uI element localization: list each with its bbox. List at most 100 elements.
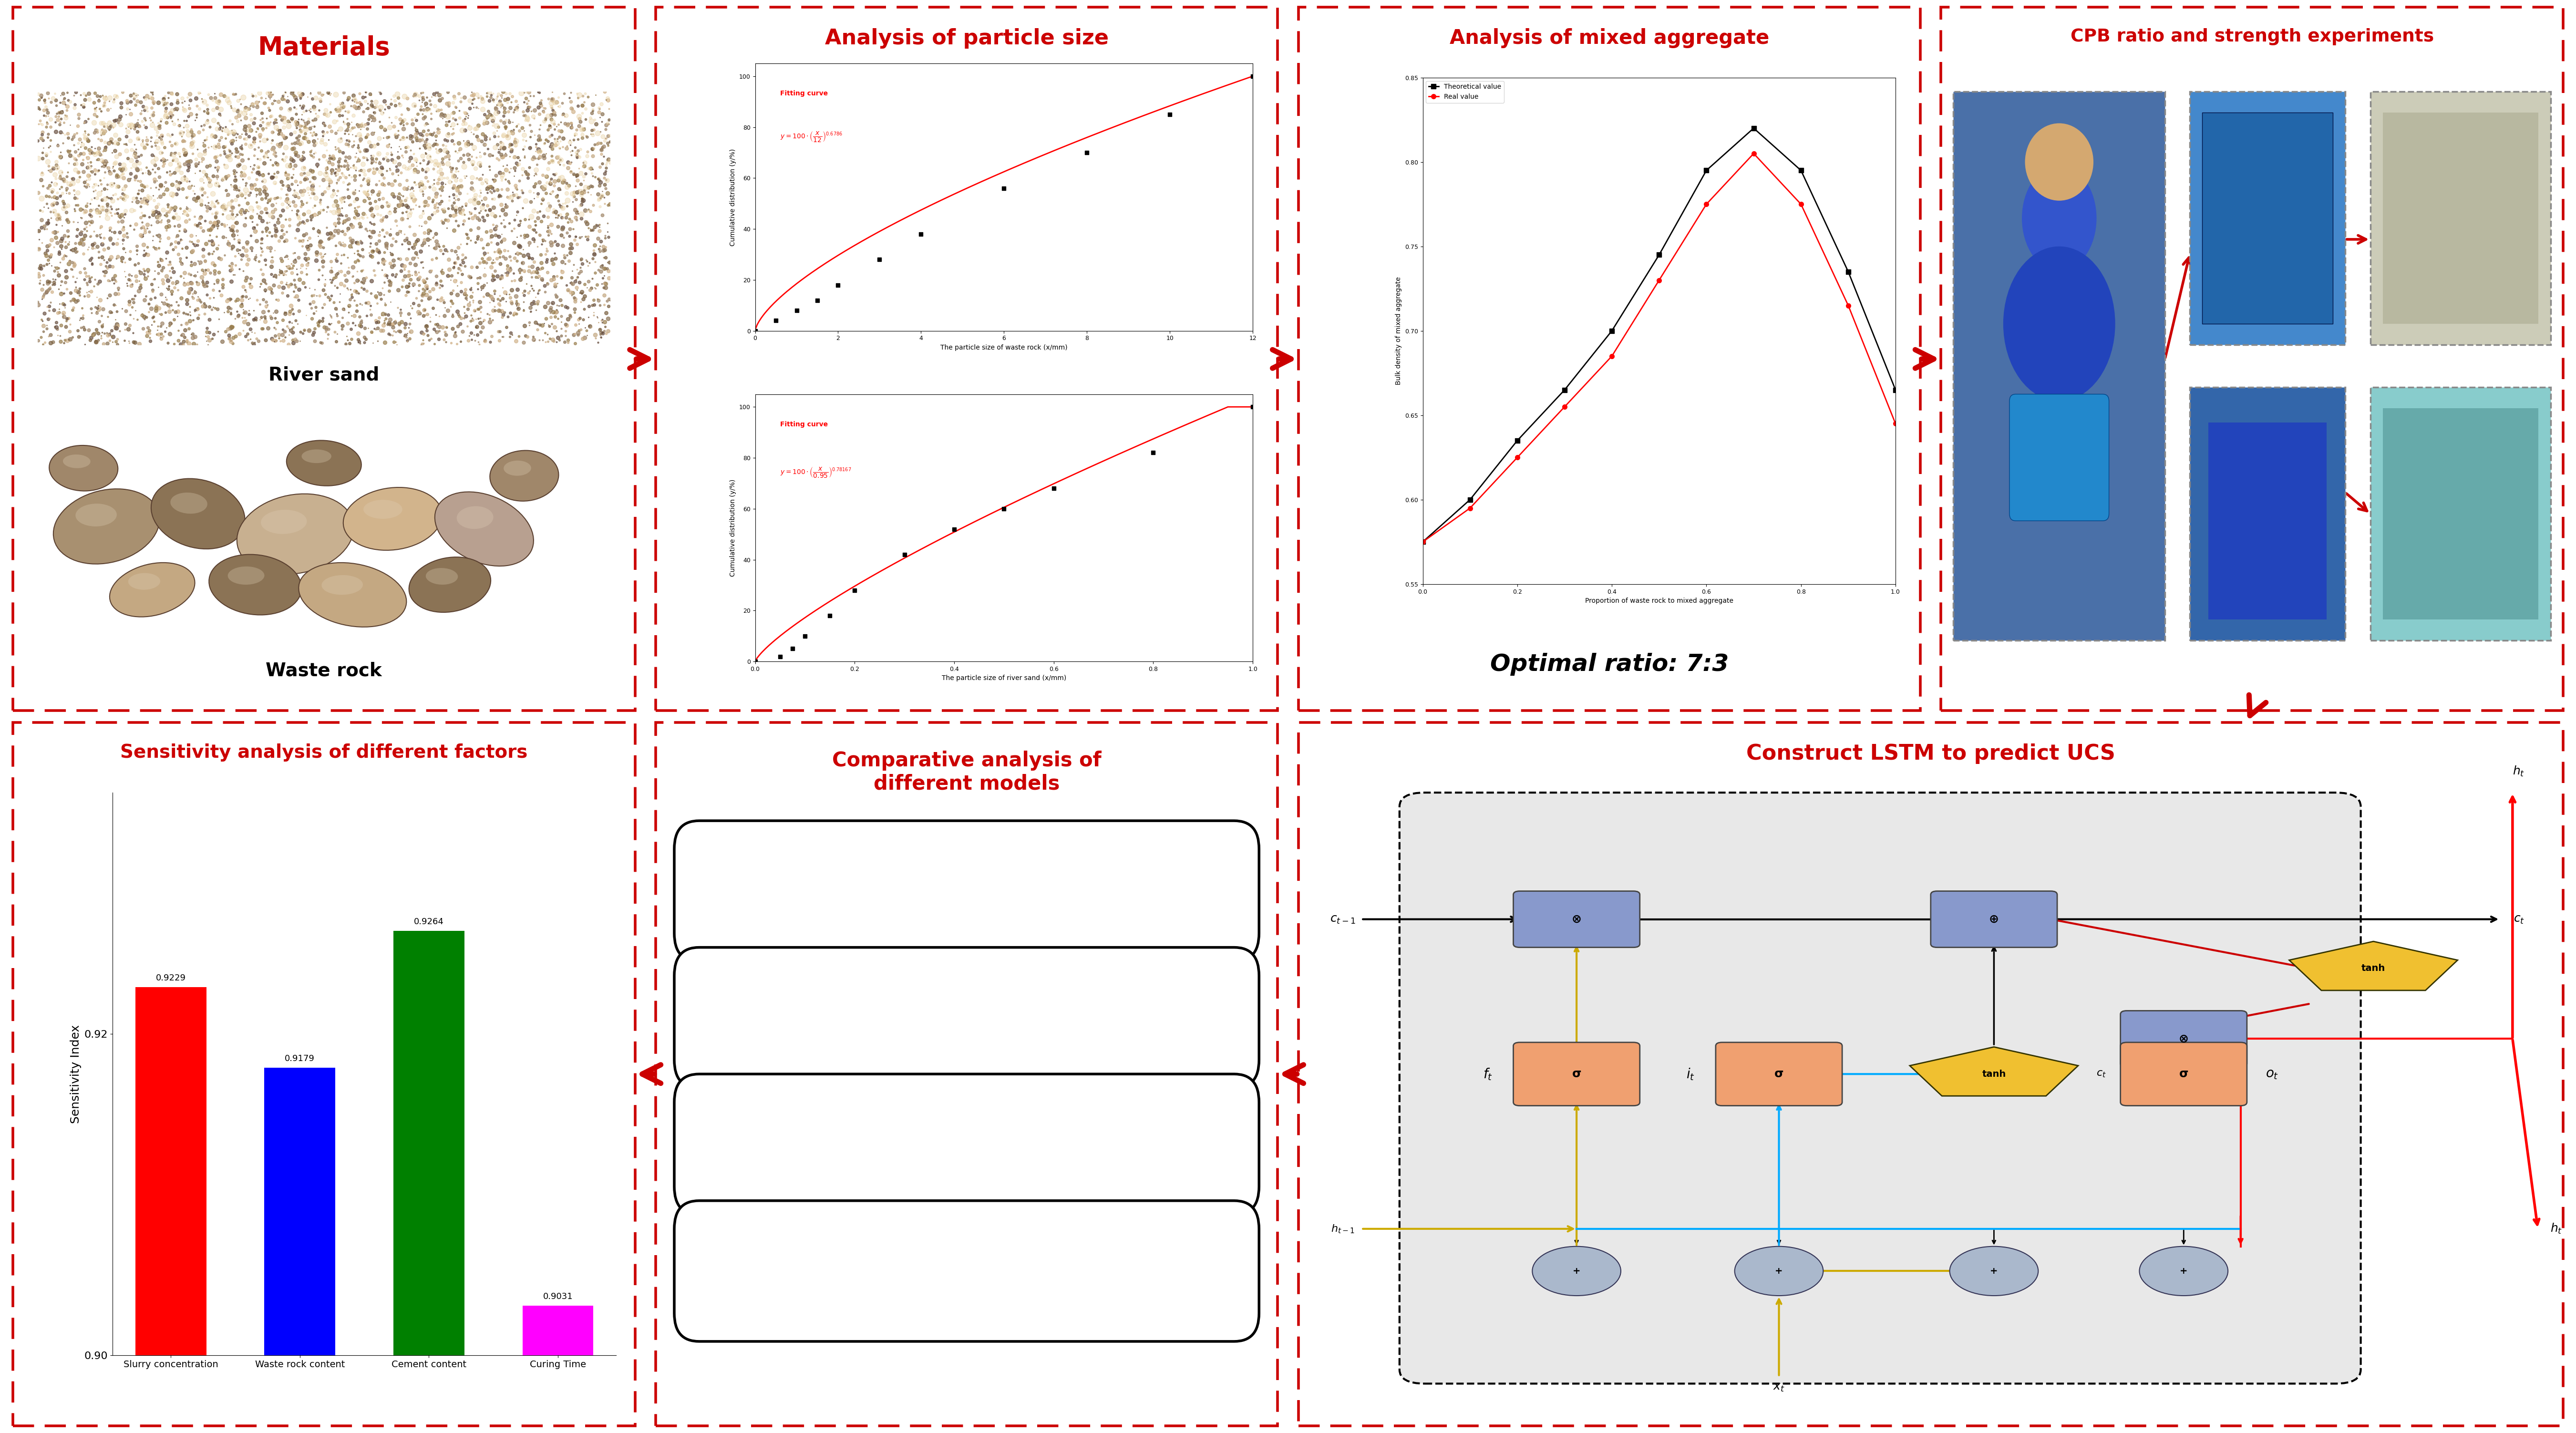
Real value [1690, 195, 1721, 212]
Real value [1502, 449, 1533, 466]
Text: ⊕: ⊕ [1989, 913, 1999, 924]
X-axis label: The particle size of waste rock (x/mm): The particle size of waste rock (x/mm) [940, 344, 1066, 351]
Text: +: + [2179, 1267, 2187, 1275]
Ellipse shape [62, 454, 90, 469]
Ellipse shape [49, 446, 118, 492]
FancyBboxPatch shape [2120, 1010, 2246, 1068]
Text: River sand: River sand [268, 365, 379, 384]
X-axis label: The particle size of river sand (x/mm): The particle size of river sand (x/mm) [943, 675, 1066, 682]
Theoretical value [1832, 264, 1862, 281]
Ellipse shape [75, 503, 116, 526]
Bar [265, 1068, 335, 1433]
Ellipse shape [111, 563, 196, 616]
FancyBboxPatch shape [1953, 92, 2164, 641]
Text: 0.9031: 0.9031 [544, 1293, 572, 1301]
Text: $h_{t-1}$: $h_{t-1}$ [1332, 1224, 1355, 1234]
Real value [1548, 398, 1579, 416]
Ellipse shape [343, 487, 443, 550]
Text: 0.9179: 0.9179 [286, 1055, 314, 1063]
Theoretical value [1690, 162, 1721, 179]
Ellipse shape [170, 493, 206, 513]
FancyBboxPatch shape [2202, 113, 2334, 324]
Text: Construct LSTM to predict UCS: Construct LSTM to predict UCS [1747, 744, 2115, 764]
Text: $c_{t-1}$: $c_{t-1}$ [1329, 913, 1355, 924]
FancyBboxPatch shape [2370, 92, 2550, 345]
Text: BP-ANN: BP-ANN [917, 1007, 1015, 1029]
Text: $c_t$: $c_t$ [2097, 1069, 2107, 1079]
Text: +: + [1571, 1267, 1582, 1275]
Ellipse shape [322, 575, 363, 595]
FancyBboxPatch shape [2120, 1042, 2246, 1106]
Text: $y=100\cdot\left(\dfrac{x}{0.95}\right)^{0.78167}$: $y=100\cdot\left(\dfrac{x}{0.95}\right)^… [781, 466, 850, 479]
Text: +: + [1991, 1267, 1999, 1275]
Text: Materials: Materials [258, 36, 389, 60]
Real value [1785, 195, 1816, 212]
Text: $h_t$: $h_t$ [2550, 1222, 2563, 1235]
Ellipse shape [54, 489, 160, 565]
Text: σ: σ [2179, 1069, 2190, 1079]
Bar [137, 987, 206, 1433]
Text: tanh: tanh [1981, 1069, 2007, 1079]
Ellipse shape [209, 555, 301, 615]
FancyBboxPatch shape [1512, 891, 1641, 947]
Text: Analysis of mixed aggregate: Analysis of mixed aggregate [1450, 29, 1770, 49]
Real value [1455, 500, 1486, 517]
Text: σ: σ [1775, 1069, 1783, 1079]
Text: LSTM: LSTM [933, 880, 1002, 901]
Real value [1880, 416, 1911, 433]
Text: Sensitivity analysis of different factors: Sensitivity analysis of different factor… [121, 744, 528, 761]
Theoretical value [1643, 246, 1674, 264]
Ellipse shape [129, 573, 160, 590]
Text: $x_t$: $x_t$ [1772, 1381, 1785, 1393]
FancyBboxPatch shape [2009, 394, 2110, 520]
Ellipse shape [456, 506, 495, 529]
Ellipse shape [435, 492, 533, 566]
Real value [1406, 533, 1437, 550]
Text: $c_t$: $c_t$ [2514, 913, 2524, 924]
Circle shape [2141, 1247, 2228, 1295]
FancyBboxPatch shape [2383, 113, 2537, 324]
Ellipse shape [237, 494, 353, 575]
Theoretical value [1502, 431, 1533, 449]
Ellipse shape [227, 566, 265, 585]
FancyBboxPatch shape [675, 821, 1260, 962]
Real value [1597, 348, 1628, 365]
Text: $h_t$: $h_t$ [2512, 765, 2524, 778]
Theoretical value [1406, 533, 1437, 550]
Ellipse shape [505, 460, 531, 476]
Y-axis label: Cumulative distribution (y/%): Cumulative distribution (y/%) [729, 479, 737, 576]
Ellipse shape [301, 450, 332, 463]
Ellipse shape [286, 440, 361, 486]
Text: $i_t$: $i_t$ [1687, 1066, 1695, 1082]
Text: 0.9229: 0.9229 [155, 974, 185, 983]
Text: CPB ratio and strength experiments: CPB ratio and strength experiments [2071, 29, 2434, 46]
X-axis label: Proportion of waste rock to mixed aggregate: Proportion of waste rock to mixed aggreg… [1584, 598, 1734, 605]
Polygon shape [1909, 1048, 2079, 1096]
Text: ELM: ELM [940, 1134, 992, 1155]
Real value [1643, 272, 1674, 289]
Text: $f_t$: $f_t$ [1484, 1066, 1494, 1082]
FancyBboxPatch shape [675, 947, 1260, 1088]
Circle shape [1734, 1247, 1824, 1295]
Line: Real value: Real value [1419, 152, 1899, 545]
Text: σ: σ [1571, 1069, 1582, 1079]
FancyBboxPatch shape [2383, 408, 2537, 619]
Theoretical value [1785, 162, 1816, 179]
Text: +: + [1775, 1267, 1783, 1275]
Y-axis label: Bulk density of mixed aggregate: Bulk density of mixed aggregate [1396, 277, 1401, 385]
Text: 0.9264: 0.9264 [415, 917, 443, 926]
Bar [523, 1305, 592, 1433]
FancyBboxPatch shape [2370, 387, 2550, 641]
Text: ⊗: ⊗ [1571, 913, 1582, 924]
Text: Analysis of particle size: Analysis of particle size [824, 29, 1108, 49]
FancyBboxPatch shape [2190, 92, 2344, 345]
Y-axis label: Sensitivity Index: Sensitivity Index [70, 1025, 82, 1123]
FancyBboxPatch shape [2208, 423, 2326, 619]
Theoretical value [1880, 381, 1911, 398]
Text: $y=100\cdot\left(\dfrac{x}{12}\right)^{0.6786}$: $y=100\cdot\left(\dfrac{x}{12}\right)^{0… [781, 130, 842, 143]
Circle shape [2025, 123, 2094, 201]
Theoretical value [1548, 381, 1579, 398]
Text: Fitting curve: Fitting curve [781, 90, 827, 97]
Ellipse shape [260, 510, 307, 535]
Legend: Theoretical value, Real value: Theoretical value, Real value [1427, 80, 1504, 103]
